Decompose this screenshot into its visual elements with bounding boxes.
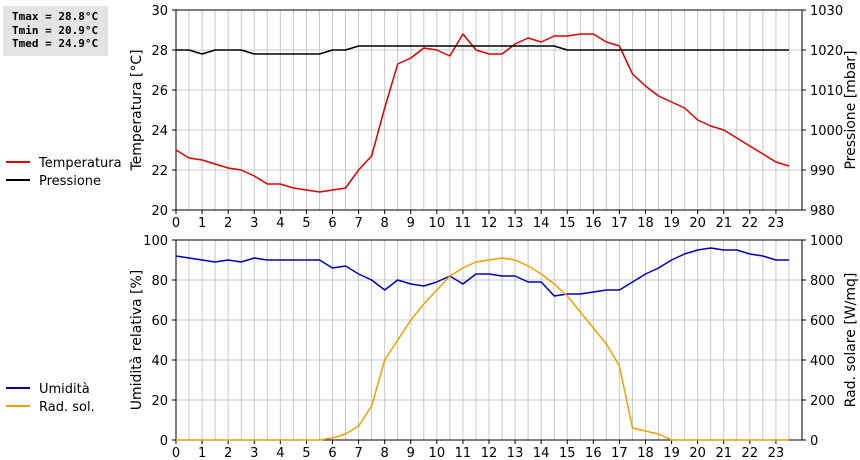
x-tick-label: 17 — [611, 446, 628, 460]
x-tick-label: 9 — [407, 216, 415, 231]
tmin-label: Tmin = 20.9°C — [12, 23, 99, 37]
x-tick-label: 12 — [481, 216, 498, 231]
x-tick-label: 8 — [381, 446, 389, 460]
x-tick-label: 22 — [742, 446, 759, 460]
y2-tick-label: 800 — [810, 274, 835, 289]
y-tick-label: 0 — [160, 434, 168, 449]
y2-tick-label: 600 — [810, 314, 835, 329]
x-tick-label: 17 — [611, 216, 628, 231]
x-tick-label: 9 — [407, 446, 415, 460]
legend-label-umidita: Umidità — [39, 382, 90, 397]
temperature-pressure-chart: 0 1 2 3 4 5 6 7 8 9 10 11 12 13 14 15 16 17 18 19 20 21 22 2320… — [129, 4, 859, 231]
y-tick-label: 20 — [151, 394, 168, 409]
x-tick-label: 16 — [585, 446, 602, 460]
series-line-umidita — [175, 247, 789, 297]
x-tick-label: 21 — [715, 216, 732, 231]
y-tick-label: 26 — [151, 84, 168, 99]
x-tick-label: 2 — [224, 446, 232, 460]
y2-tick-label: 0 — [810, 434, 818, 449]
y-axis-title: Umidità relativa [%] — [129, 270, 145, 411]
y-tick-label: 28 — [151, 44, 168, 59]
x-tick-label: 11 — [455, 216, 472, 231]
x-tick-label: 4 — [276, 446, 284, 460]
humidity-radiation-chart: 0 1 2 3 4 5 6 7 8 9 10 11 12 13 14 15 16 17 18 19 20 21 22 2302… — [129, 234, 859, 460]
x-tick-label: 13 — [507, 446, 524, 460]
y-tick-label: 80 — [151, 274, 168, 289]
x-tick-label: 10 — [429, 216, 446, 231]
x-tick-label: 1 — [198, 446, 206, 460]
x-tick-label: 2 — [224, 216, 232, 231]
x-tick-label: 18 — [637, 216, 654, 231]
y-axis-title: Temperatura [°C] — [129, 49, 145, 171]
x-tick-label: 19 — [663, 446, 680, 460]
y-tick-label: 60 — [151, 314, 168, 329]
y-tick-label: 100 — [143, 234, 168, 249]
y2-axis-title: Rad. solare [W/mq] — [843, 273, 859, 408]
y-tick-label: 40 — [151, 354, 168, 369]
x-tick-label: 3 — [250, 216, 258, 231]
y2-tick-label: 1020 — [810, 44, 843, 59]
x-tick-label: 7 — [354, 446, 362, 460]
x-tick-label: 10 — [429, 446, 446, 460]
x-tick-label: 20 — [689, 446, 706, 460]
x-tick-label: 14 — [533, 216, 550, 231]
x-tick-label: 15 — [559, 216, 576, 231]
x-tick-label: 21 — [715, 446, 732, 460]
x-tick-label: 15 — [559, 446, 576, 460]
legend-label-pressione: Pressione — [39, 174, 101, 189]
x-tick-label: 5 — [302, 216, 310, 231]
y2-tick-label: 1010 — [810, 84, 843, 99]
y2-tick-label: 200 — [810, 394, 835, 409]
tmed-label: Tmed = 24.9°C — [12, 37, 99, 50]
x-tick-label: 1 — [198, 216, 206, 231]
x-tick-label: 23 — [768, 216, 785, 231]
x-tick-label: 12 — [481, 446, 498, 460]
y2-tick-label: 980 — [810, 204, 835, 219]
y-tick-label: 30 — [151, 4, 168, 19]
x-tick-label: 11 — [455, 446, 472, 460]
x-tick-label: 22 — [742, 216, 759, 231]
x-tick-label: 20 — [689, 216, 706, 231]
x-tick-label: 16 — [585, 216, 602, 231]
series-line-rad-sol — [176, 257, 789, 441]
y2-tick-label: 990 — [810, 164, 835, 179]
y2-axis-title: Pressione [mbar] — [843, 50, 859, 169]
legend-label-temperatura: Temperatura — [38, 156, 122, 171]
x-tick-label: 14 — [533, 446, 550, 460]
y-tick-label: 20 — [151, 204, 168, 219]
legend-temp-pressure: Temperatura Pressione — [6, 156, 122, 189]
x-tick-label: 0 — [172, 216, 180, 231]
series-line-temperatura — [175, 33, 790, 193]
stats-box: Tmax = 28.8°C Tmin = 20.9°C Tmed = 24.9°… — [3, 6, 108, 56]
x-tick-label: 0 — [172, 446, 180, 460]
legend-label-rad-sol: Rad. sol. — [39, 400, 95, 415]
y2-tick-label: 400 — [810, 354, 835, 369]
y2-tick-label: 1030 — [810, 4, 843, 19]
y2-tick-label: 1000 — [810, 234, 843, 249]
x-tick-label: 7 — [354, 216, 362, 231]
y2-tick-label: 1000 — [810, 124, 843, 139]
x-tick-label: 6 — [328, 446, 336, 460]
x-tick-label: 23 — [768, 446, 785, 460]
x-tick-label: 5 — [302, 446, 310, 460]
y-tick-label: 22 — [151, 164, 168, 179]
legend-humidity-radiation: Umidità Rad. sol. — [6, 382, 95, 415]
x-tick-label: 13 — [507, 216, 524, 231]
x-tick-label: 3 — [250, 446, 258, 460]
tmax-label: Tmax = 28.8°C — [12, 10, 99, 23]
x-tick-label: 4 — [276, 216, 284, 231]
x-tick-label: 6 — [328, 216, 336, 231]
x-tick-label: 19 — [663, 216, 680, 231]
series-line-pressione — [176, 45, 789, 55]
x-tick-label: 18 — [637, 446, 654, 460]
x-tick-label: 8 — [381, 216, 389, 231]
y-tick-label: 24 — [151, 124, 168, 139]
